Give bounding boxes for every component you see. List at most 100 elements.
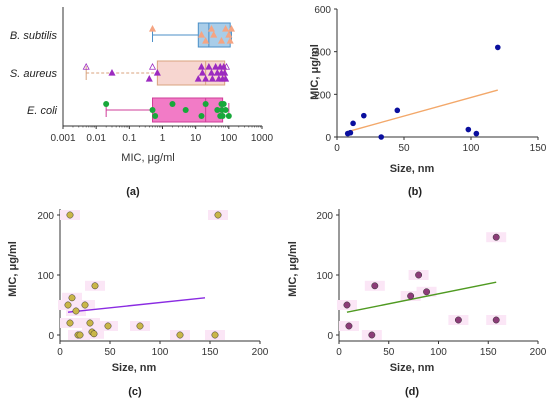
panel-b-x-axis-label: Size, nm [390,163,435,175]
panel-d-x-tick-label: 100 [430,347,447,358]
box-s-aureus-point [197,62,206,70]
panel-a-category-labels: B. subtilis S. aureus E. coli [10,30,58,117]
panel-b-point [347,129,354,136]
panel-a-x-tick-label: 10 [190,133,202,144]
panel-c-point [72,307,80,315]
box-s-aureus-point [198,68,206,76]
panel-b-x-tick-label: 100 [463,143,480,154]
panel-a-x-tick-label: 0.001 [50,133,75,144]
panel-d-x-tick-label: 150 [480,347,497,358]
box-b-subtilis-point [202,36,210,44]
box-b-subtilis-point [217,36,226,44]
panel-c-point [136,322,144,330]
panel-d-y-axis-label: MIC, μg/ml [287,241,299,297]
panel-c-point [81,301,89,309]
panel-b-point [465,126,472,133]
panel-d-point [345,322,353,330]
box-s-aureus-point [153,68,161,76]
panel-a-x-axis-label: MIC, μg/ml [121,152,174,164]
panel-a-category-label: B. subtilis [10,30,58,42]
panel-d-x-tick-label: 50 [383,347,395,358]
panel-d-trendline [346,281,497,313]
panel-c-x-tick-label: 50 [104,347,116,358]
panel-c-point [214,211,222,219]
panel-a-boxplot: B. subtilis S. aureus E. coli 0.001 0.01 0.1… [10,7,274,198]
box-e-coli-point [182,107,189,113]
box-b-subtilis-point [227,24,236,32]
box-e-coli-point [198,113,205,119]
panel-c-point [68,294,76,302]
panel-b-y-tick-label: 600 [314,5,331,16]
box-b-subtilis-point [148,24,157,32]
box-s-aureus-point [207,68,216,76]
box-b-subtilis-point [225,30,233,38]
panel-b-point [350,120,356,127]
box-e-coli-point [225,113,232,119]
box-e-coli-point [214,107,221,113]
panel-b-trendline [347,89,498,133]
box-e-coli-point [103,101,110,107]
panel-b-point [495,44,501,51]
panel-d-plot-area: 0 50 100 150 200 0 100 200 [316,209,547,358]
box-s-aureus-point [82,62,90,70]
panel-d-point [343,301,351,309]
box-e-coli-point [169,101,176,107]
panel-a-x-tick-label: 0.1 [122,133,136,144]
panel-a-x-ticks: 0.001 0.01 0.1 1 10 100 1000 [50,126,274,144]
panel-c-x-tick-label: 0 [57,347,63,358]
panel-b-y-axis-label: MIC, μg/ml [309,44,321,100]
box-s-aureus-point [145,74,153,82]
panel-c-point [66,319,74,327]
panel-b-y-tick-label: 0 [325,133,331,144]
panel-c-y-tick-label: 0 [48,331,54,342]
panel-a-plot-area [62,7,262,127]
box-e-coli-point [222,107,229,113]
panel-c-plot-area: 0 50 100 150 200 0 100 200 [37,209,269,358]
panel-b-x-tick-label: 50 [398,143,410,154]
panel-c-y-tick-label: 200 [37,211,54,222]
panel-c-y-tick-label: 100 [37,271,54,282]
box-s-aureus-point [222,74,230,82]
panel-d-point [492,316,500,324]
panel-b-point [394,107,401,114]
panel-b-point [361,112,367,119]
box-e-coli-point [220,101,227,107]
box-s-aureus-point [108,68,116,76]
panel-b-point [378,134,385,140]
box-e-coli-point [149,107,156,113]
box-s-aureus-point [148,62,157,70]
box-s-aureus-point [205,62,213,70]
panel-b-y-tick-label: 400 [314,48,331,59]
box-e-coli-point [202,101,209,107]
panel-b-point [473,130,480,137]
panel-d-y-tick-label: 0 [327,331,333,342]
box-s-aureus-point [202,74,210,82]
panel-d-x-tick-label: 200 [530,347,547,358]
box-s-aureus-point [194,74,202,82]
panel-d-x-tick-label: 0 [336,347,342,358]
panel-c-x-axis-label: Size, nm [112,362,157,374]
panel-c-point [76,331,84,339]
panel-a-category-label: E. coli [27,105,58,117]
panel-c-label: (c) [128,386,142,398]
box-b-subtilis-point [222,24,230,32]
panel-a-x-tick-label: 1 [160,133,166,144]
panel-a-x-tick-label: 0.01 [86,133,106,144]
panel-d-point [371,282,379,290]
panel-c-x-tick-label: 200 [252,347,269,358]
panel-d-point [407,292,415,300]
box-s-aureus-point [221,68,229,76]
panel-b-x-tick-label: 150 [530,143,547,154]
panel-d-y-tick-label: 200 [316,211,333,222]
box-b-subtilis-point [226,36,234,44]
panel-d-point [415,271,423,279]
box-b-subtilis-point [197,30,206,38]
box-b-subtilis-point [207,24,216,32]
box-s-aureus-point [213,68,221,76]
panel-c-point [211,331,219,339]
panel-c-point [66,211,74,219]
panel-c-point [176,331,184,339]
panel-d-point [368,331,376,339]
